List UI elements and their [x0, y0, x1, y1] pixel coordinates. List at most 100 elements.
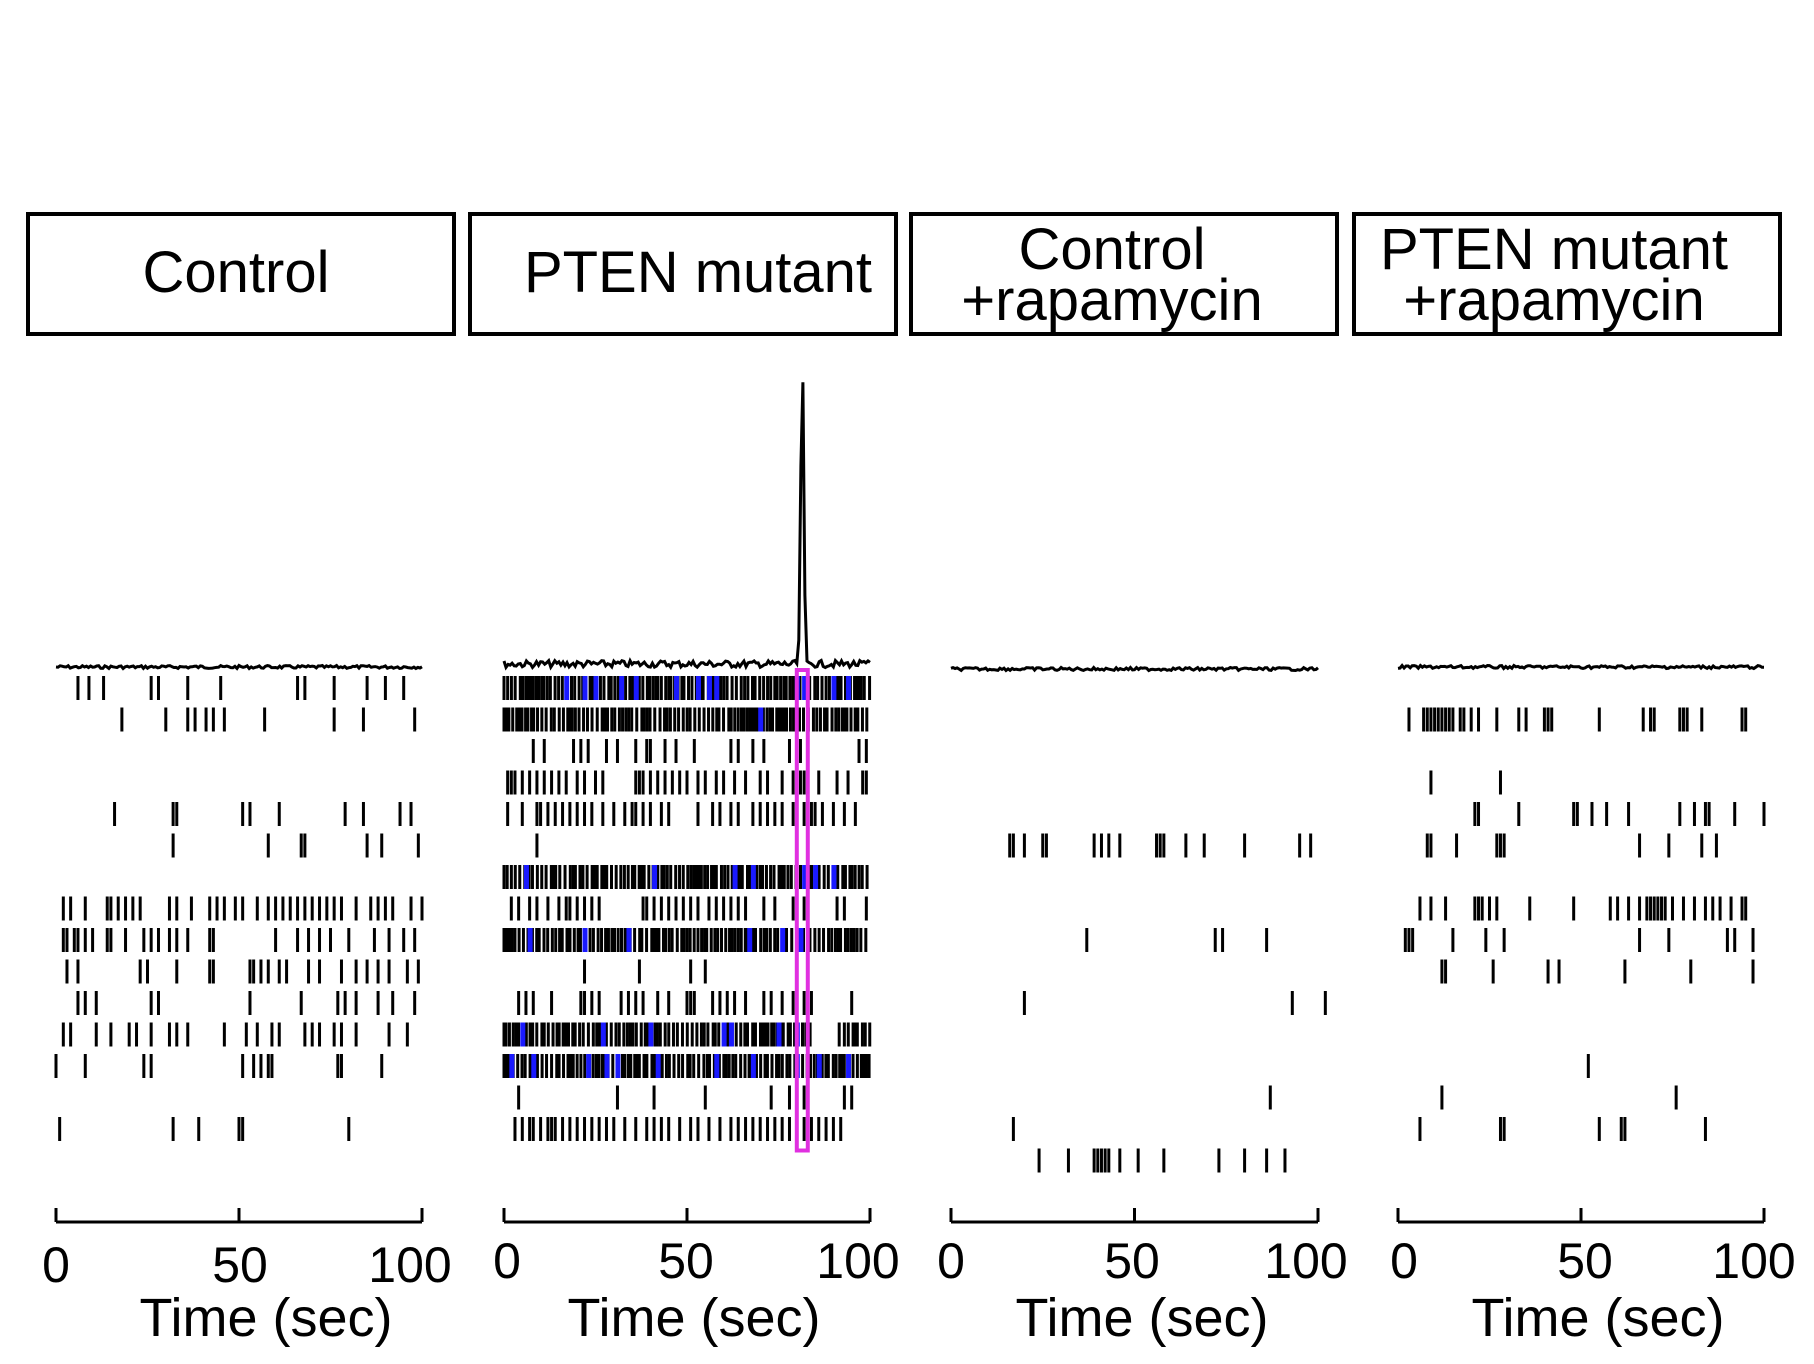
raster-row — [54, 1054, 384, 1078]
sync-spike-mark — [798, 928, 804, 952]
raster-row — [506, 802, 857, 826]
sync-spike-mark — [582, 676, 588, 700]
panel-title-control: Control — [143, 240, 330, 305]
panel-3 — [1396, 663, 1766, 1224]
panel-title-control-rapamycin-line2: +rapamycin — [961, 268, 1262, 333]
sync-spike-mark — [758, 707, 764, 732]
raster-row — [502, 865, 869, 889]
sync-spike-mark — [648, 1022, 654, 1047]
sync-spike-mark — [750, 865, 756, 889]
xtick-label: 50 — [212, 1237, 268, 1293]
sync-spike-mark — [655, 1054, 661, 1078]
sync-spike-mark — [816, 1054, 822, 1078]
sync-spike-mark — [582, 928, 588, 952]
population-rate-curve — [55, 663, 423, 671]
sync-spike-mark — [619, 676, 625, 700]
raster-row — [1440, 959, 1755, 984]
xtick-label: 50 — [1557, 1233, 1613, 1289]
raster-row — [531, 739, 868, 763]
raster-row — [1429, 770, 1502, 795]
raster-row — [506, 770, 868, 795]
sync-spike-mark — [831, 676, 837, 700]
raster-row — [517, 991, 854, 1015]
sync-spike-mark — [593, 676, 599, 700]
raster-row — [513, 1117, 843, 1141]
xtick-label: 0 — [42, 1237, 70, 1293]
panel-title-pten-rapamycin-line1: PTEN mutant — [1380, 217, 1728, 282]
sync-spike-mark — [846, 676, 852, 700]
raster-row — [509, 896, 868, 921]
xtick-label: 100 — [1264, 1233, 1347, 1289]
xtick-label: 50 — [1104, 1233, 1160, 1289]
raster-row — [1407, 707, 1748, 732]
raster-row — [1425, 833, 1718, 858]
axis-labels-pten-rapamycin: 0 50 100 Time (sec) — [1390, 1233, 1796, 1348]
panel-0 — [54, 663, 424, 1224]
sync-spike-mark — [523, 865, 529, 889]
raster-row — [1473, 802, 1766, 826]
sync-spike-mark — [626, 928, 632, 952]
xtick-label: 100 — [816, 1233, 899, 1289]
raster-row — [502, 676, 872, 700]
sync-spike-mark — [780, 928, 786, 952]
panel-title-control-rapamycin-line1: Control — [1019, 217, 1206, 282]
raster-row — [76, 991, 417, 1015]
x-axis-title: Time (sec) — [568, 1288, 821, 1348]
raster-row — [1022, 991, 1327, 1015]
raster-layer — [54, 382, 1766, 1224]
raster-row — [1037, 1148, 1287, 1173]
panel-header-control-rapamycin: Control +rapamycin — [909, 212, 1339, 336]
sync-spike-mark — [531, 1054, 537, 1078]
raster-row — [113, 802, 413, 826]
population-rate-curve — [950, 665, 1319, 673]
sync-spike-mark — [586, 1054, 592, 1078]
raster-row — [502, 1054, 871, 1078]
population-rate-curve — [1397, 663, 1764, 671]
panel-header-pten: PTEN mutant — [468, 212, 898, 336]
raster-row — [61, 1022, 409, 1047]
sync-spike-mark — [706, 676, 712, 700]
sync-spike-mark — [527, 928, 533, 952]
xtick-label: 0 — [493, 1233, 521, 1289]
x-axis-title: Time (sec) — [1016, 1288, 1269, 1348]
panel-2 — [949, 665, 1327, 1224]
xtick-label: 100 — [368, 1237, 451, 1293]
population-rate-curve — [502, 382, 871, 671]
x-axis-title: Time (sec) — [140, 1288, 393, 1348]
raster-row — [502, 1022, 872, 1047]
panel-1 — [502, 382, 872, 1224]
raster-row — [171, 833, 420, 858]
raster-row — [65, 959, 420, 984]
raster-row — [1418, 896, 1748, 921]
sync-spike-mark — [802, 676, 808, 700]
raster-row — [583, 959, 707, 984]
sync-spike-mark — [652, 865, 658, 889]
panel-header-control: Control — [26, 212, 456, 336]
axis-labels-pten: 0 50 100 Time (sec) — [493, 1233, 900, 1348]
sync-spike-mark — [831, 865, 837, 889]
xtick-label: 0 — [937, 1233, 965, 1289]
sync-spike-mark — [604, 1054, 610, 1078]
raster-row — [1418, 1117, 1707, 1141]
raster-row — [502, 707, 869, 732]
raster-row — [61, 928, 417, 952]
x-axis-title: Time (sec) — [1472, 1288, 1725, 1348]
sync-spike-mark — [674, 676, 680, 700]
sync-spike-mark — [776, 1022, 782, 1047]
raster-row — [58, 1117, 351, 1141]
raster-row — [502, 928, 868, 952]
sync-spike-mark — [732, 865, 738, 889]
sync-spike-mark — [509, 1054, 515, 1078]
axis-labels-control-rapamycin: 0 50 100 Time (sec) — [937, 1233, 1348, 1348]
panel-title-pten: PTEN mutant — [524, 240, 872, 305]
panel-header-control-rapamycin-box — [909, 212, 1339, 336]
panel-header-control-box — [26, 212, 456, 336]
raster-row — [1403, 928, 1755, 952]
sync-spike-mark — [714, 676, 720, 700]
sync-spike-mark — [802, 865, 808, 889]
raster-row — [61, 896, 424, 921]
raster-row — [517, 1085, 854, 1110]
raster-row — [76, 676, 406, 700]
xtick-label: 50 — [658, 1233, 714, 1289]
